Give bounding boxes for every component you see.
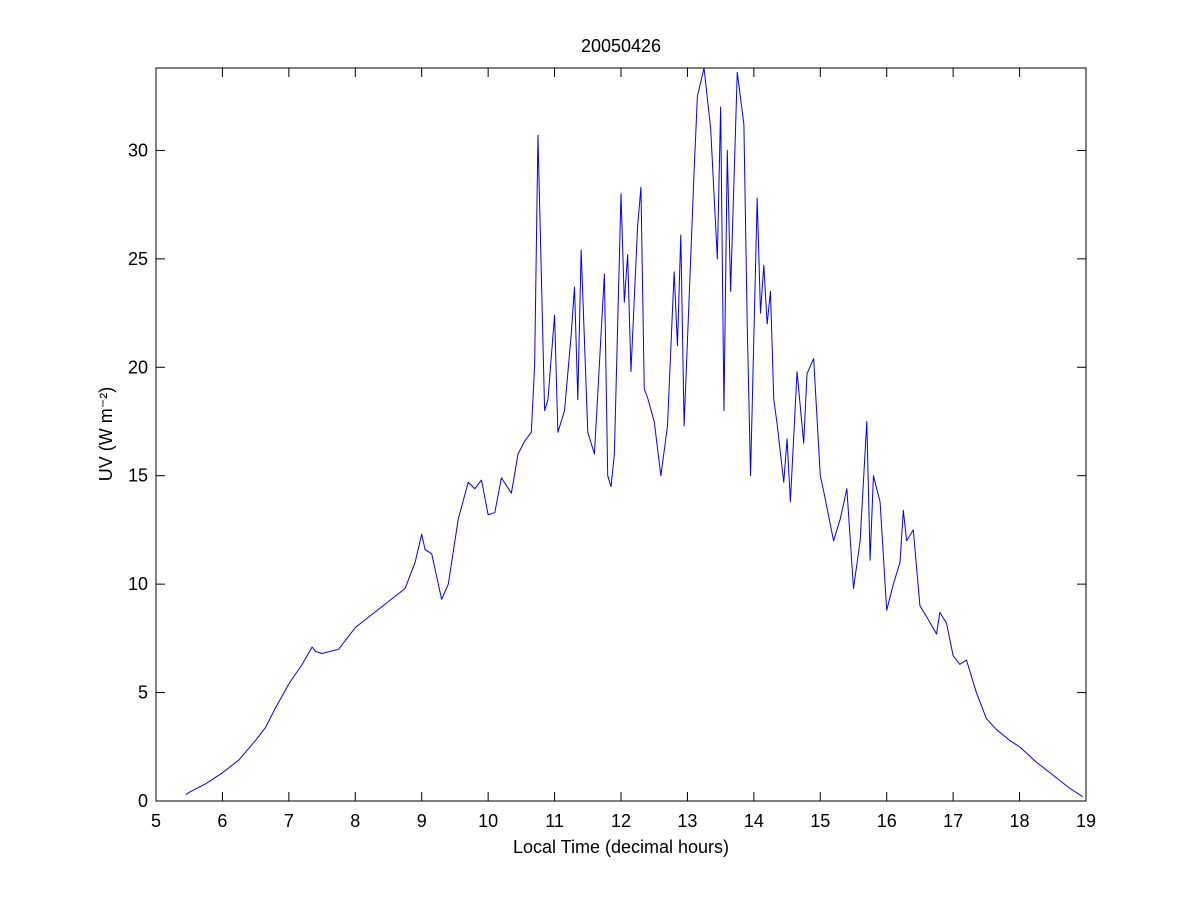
y-tick-label: 20 xyxy=(128,357,148,377)
chart-title: 20050426 xyxy=(581,36,661,56)
x-tick-label: 10 xyxy=(478,811,498,831)
y-tick-label: 0 xyxy=(138,791,148,811)
x-tick-label: 8 xyxy=(350,811,360,831)
y-tick-label: 25 xyxy=(128,249,148,269)
x-tick-label: 5 xyxy=(151,811,161,831)
data-line xyxy=(185,67,1083,798)
x-tick-label: 13 xyxy=(677,811,697,831)
x-tick-label: 16 xyxy=(877,811,897,831)
y-tick-label: 5 xyxy=(138,683,148,703)
y-tick-label: 30 xyxy=(128,140,148,160)
x-tick-label: 6 xyxy=(217,811,227,831)
x-tick-label: 11 xyxy=(545,811,564,831)
y-axis-label: UV (W m⁻²) xyxy=(96,387,116,481)
plot-frame xyxy=(155,67,1087,802)
x-tick-label: 14 xyxy=(744,811,764,831)
x-tick-label: 18 xyxy=(1010,811,1030,831)
y-tick-label: 15 xyxy=(128,466,148,486)
x-tick-label: 15 xyxy=(810,811,830,831)
x-tick-label: 17 xyxy=(943,811,963,831)
x-tick-label: 7 xyxy=(284,811,294,831)
x-tick-label: 12 xyxy=(611,811,631,831)
x-axis-label: Local Time (decimal hours) xyxy=(513,837,729,857)
x-tick-label: 19 xyxy=(1076,811,1096,831)
y-tick-label: 10 xyxy=(128,574,148,594)
x-tick-label: 9 xyxy=(417,811,427,831)
